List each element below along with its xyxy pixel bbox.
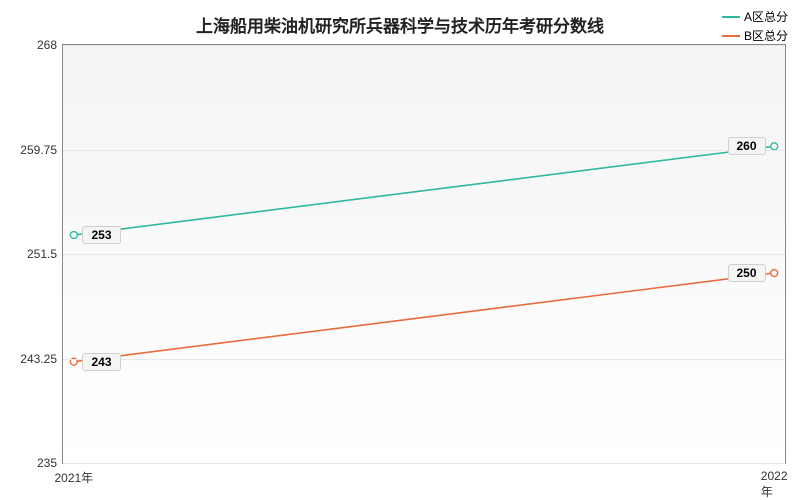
y-tick-label: 251.5: [27, 247, 63, 261]
chart-container: 上海船用柴油机研究所兵器科学与技术历年考研分数线 A区总分 B区总分 23524…: [0, 0, 800, 500]
legend-label-a: A区总分: [744, 8, 788, 25]
y-tick-label: 243.25: [20, 352, 63, 366]
chart-title: 上海船用柴油机研究所兵器科学与技术历年考研分数线: [0, 12, 800, 37]
data-label: 250: [727, 264, 765, 282]
data-label: 260: [727, 137, 765, 155]
legend: A区总分 B区总分: [722, 8, 788, 46]
x-tick-label: 2022年: [761, 463, 788, 500]
y-tick-label: 268: [37, 38, 63, 52]
plot-area: 235243.25251.5259.752682021年2022年2532602…: [62, 44, 786, 464]
legend-label-b: B区总分: [744, 27, 788, 44]
grid-line: [63, 359, 785, 360]
grid-line: [63, 150, 785, 151]
data-label: 253: [82, 226, 120, 244]
grid-line: [63, 463, 785, 464]
data-label: 243: [82, 353, 120, 371]
grid-line: [63, 254, 785, 255]
legend-swatch-b: [722, 35, 740, 37]
grid-line: [63, 45, 785, 46]
x-tick-label: 2021年: [54, 463, 93, 486]
legend-item-b: B区总分: [722, 27, 788, 44]
legend-item-a: A区总分: [722, 8, 788, 25]
legend-swatch-a: [722, 16, 740, 18]
y-tick-label: 259.75: [20, 143, 63, 157]
